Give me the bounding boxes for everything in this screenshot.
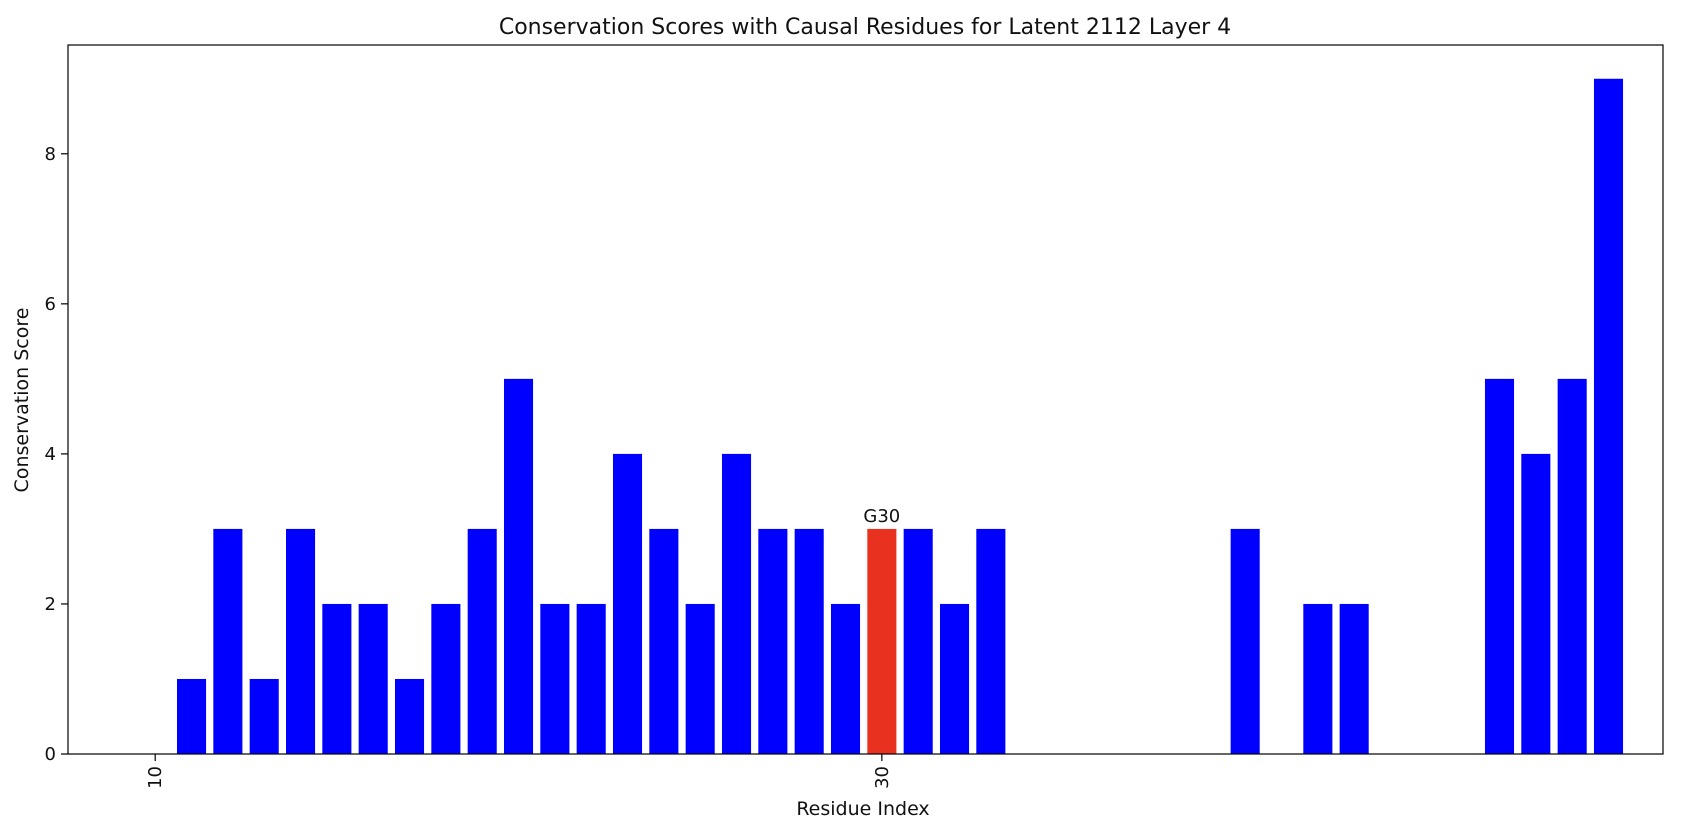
bar bbox=[685, 603, 715, 754]
bar bbox=[358, 603, 388, 754]
bar bbox=[939, 603, 970, 754]
bar bbox=[1484, 378, 1515, 754]
bar bbox=[213, 528, 243, 754]
bar-causal bbox=[867, 528, 897, 754]
bar bbox=[830, 603, 861, 754]
bar bbox=[249, 678, 279, 754]
bar bbox=[1521, 453, 1551, 754]
y-tick-label: 4 bbox=[45, 444, 56, 465]
bar-annotation: G30 bbox=[863, 506, 900, 527]
y-tick-label: 6 bbox=[45, 294, 56, 315]
bar bbox=[467, 528, 497, 754]
bar bbox=[1230, 528, 1260, 754]
bar bbox=[322, 603, 352, 754]
bar bbox=[976, 528, 1006, 754]
y-tick-label: 8 bbox=[45, 144, 56, 165]
y-axis-label: Conservation Score bbox=[11, 308, 33, 493]
x-axis-label: Residue Index bbox=[796, 798, 929, 820]
bar bbox=[794, 528, 824, 754]
bar bbox=[576, 603, 606, 754]
bar bbox=[1339, 603, 1369, 754]
bar bbox=[1303, 603, 1333, 754]
y-tick-label: 0 bbox=[45, 744, 56, 765]
bar bbox=[649, 528, 679, 754]
bar bbox=[286, 528, 316, 754]
chart-title: Conservation Scores with Causal Residues… bbox=[499, 15, 1231, 40]
y-tick-label: 2 bbox=[45, 594, 56, 615]
x-tick-label: 30 bbox=[872, 766, 893, 789]
bar bbox=[903, 528, 933, 754]
bar bbox=[540, 603, 570, 754]
bar bbox=[394, 678, 425, 754]
bar bbox=[503, 378, 534, 754]
bar bbox=[1557, 378, 1587, 754]
x-tick-label: 10 bbox=[145, 766, 166, 789]
bar bbox=[612, 453, 643, 754]
bar bbox=[1593, 78, 1624, 754]
bar bbox=[431, 603, 461, 754]
plot-frame bbox=[67, 44, 1664, 755]
bar bbox=[177, 678, 207, 754]
bar bbox=[721, 453, 752, 754]
bar bbox=[758, 528, 788, 754]
plot-area: G30 0 2 4 6 8 10 30 bbox=[45, 44, 1664, 789]
